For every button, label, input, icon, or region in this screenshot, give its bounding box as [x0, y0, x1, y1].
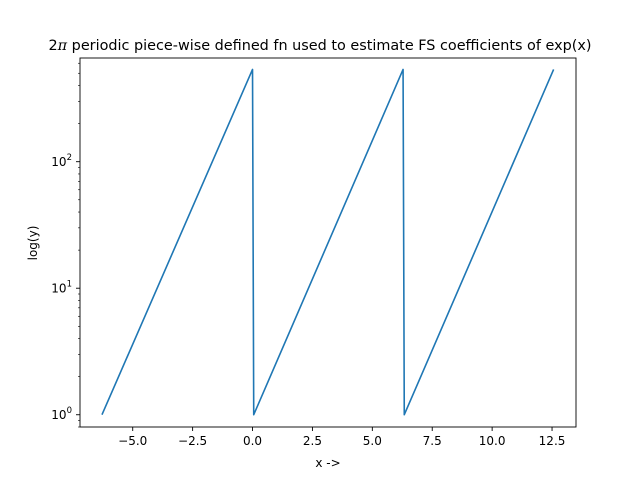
y-tick-label: 100	[51, 406, 72, 422]
y-axis: 100 101 102	[51, 62, 80, 428]
x-tick-label: 7.5	[423, 434, 442, 448]
y-tick-label: 102	[51, 153, 72, 169]
axes-frame	[79, 57, 577, 428]
x-tick-label: 2.5	[303, 434, 322, 448]
x-tick-label: 5.0	[363, 434, 382, 448]
x-tick-label: 0.0	[243, 434, 262, 448]
x-tick-label: −5.0	[118, 434, 147, 448]
chart-title: 2π periodic piece-wise defined fn used t…	[48, 38, 591, 54]
x-axis: −5.0 −2.5 0.0 2.5 5.0 7.5 10.0 12.5	[118, 427, 565, 448]
y-axis-label: log(y)	[26, 226, 40, 261]
x-tick-label: 10.0	[479, 434, 506, 448]
x-axis-label: x ->	[315, 456, 340, 470]
x-tick-label: −2.5	[178, 434, 207, 448]
x-tick-label: 12.5	[539, 434, 566, 448]
series-line-0	[101, 68, 555, 416]
plot-area	[101, 68, 555, 416]
y-tick-label: 101	[51, 280, 72, 296]
